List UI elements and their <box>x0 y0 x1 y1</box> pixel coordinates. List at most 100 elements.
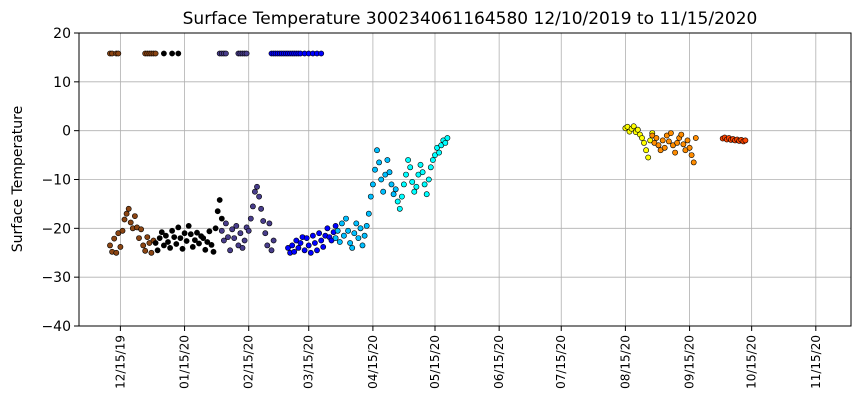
data-point-s5-p24 <box>444 135 451 141</box>
data-point-s2-p15 <box>249 203 256 210</box>
data-point-s1-p3 <box>158 229 165 236</box>
data-point-s6-p6 <box>634 126 641 133</box>
data-point-s7-p6 <box>661 144 668 151</box>
data-point-s2-p24 <box>268 247 275 254</box>
data-point-s0-p25 <box>115 50 122 57</box>
data-point-s2-p34 <box>243 50 250 57</box>
data-point-s5-p12 <box>419 169 426 176</box>
data-point-s2-p16 <box>251 188 258 195</box>
data-point-s7-p21 <box>692 135 699 141</box>
data-point-s7-p14 <box>678 131 685 138</box>
data-point-s1-p32 <box>218 215 225 222</box>
data-point-s2-p8 <box>235 242 242 249</box>
data-point-s2-p25 <box>270 237 277 244</box>
data-point-s5-p1 <box>396 205 403 212</box>
data-point-s1-p1 <box>154 247 161 254</box>
data-point-s5-p5 <box>405 157 411 163</box>
data-point-s1-p18 <box>189 243 196 250</box>
data-point-s6-p8 <box>639 135 645 141</box>
y-tick-label-0: −40 <box>41 319 71 335</box>
data-point-s4-p25 <box>384 157 391 163</box>
data-point-s4-p18 <box>369 181 376 188</box>
data-point-s5-p14 <box>423 191 430 198</box>
data-point-s1-p21 <box>196 240 202 247</box>
data-point-s0-p17 <box>142 247 149 254</box>
data-point-s0-p2 <box>111 235 118 242</box>
data-points <box>107 50 749 256</box>
data-point-s4-p5 <box>343 215 349 222</box>
data-point-s5-p4 <box>403 171 409 178</box>
data-point-s7-p20 <box>690 159 697 166</box>
data-point-s1-p24 <box>202 246 209 253</box>
data-point-s5-p15 <box>425 176 432 183</box>
data-point-s2-p5 <box>229 226 236 233</box>
data-point-s2-p9 <box>237 230 244 237</box>
data-point-s5-p23 <box>442 139 449 146</box>
data-point-s4-p16 <box>365 210 372 217</box>
data-point-s1-p31 <box>216 197 223 203</box>
y-tick-label-1: −30 <box>41 270 71 286</box>
data-point-s1-p28 <box>210 248 217 255</box>
data-point-s1-p33 <box>160 50 167 57</box>
chart-title: Surface Temperature 300234061164580 12/1… <box>183 9 758 29</box>
data-point-s4-p4 <box>340 232 347 239</box>
data-point-s0-p12 <box>131 213 138 219</box>
y-tick-label-6: 20 <box>53 26 71 42</box>
data-point-s4-p27 <box>388 181 395 188</box>
data-point-s2-p19 <box>258 205 264 212</box>
x-tick-label-4: 04/15/20 <box>366 335 380 389</box>
data-point-s4-p9 <box>351 230 358 237</box>
data-point-s0-p16 <box>140 242 147 249</box>
data-point-s3-p8 <box>301 247 308 254</box>
data-point-s6-p10 <box>643 147 649 154</box>
data-point-s2-p1 <box>220 237 227 244</box>
data-point-s0-p31 <box>152 50 159 57</box>
data-point-s4-p14 <box>361 232 368 239</box>
data-point-s0-p6 <box>119 227 126 234</box>
data-point-s1-p20 <box>194 229 200 236</box>
data-point-s0-p14 <box>136 235 142 241</box>
data-point-s2-p11 <box>241 237 248 244</box>
data-point-s2-p17 <box>254 183 260 190</box>
data-point-s3-p12 <box>309 232 316 239</box>
x-tick-label-2: 02/15/20 <box>242 335 256 389</box>
data-point-s0-p7 <box>121 216 128 223</box>
x-tick-label-11: 11/15/20 <box>809 335 823 389</box>
data-point-s2-p21 <box>262 230 269 237</box>
data-point-s3-p19 <box>324 225 331 232</box>
data-point-s0-p18 <box>144 234 151 240</box>
data-point-s4-p29 <box>392 186 399 193</box>
data-point-s5-p20 <box>436 149 442 156</box>
data-point-s4-p12 <box>357 225 364 232</box>
data-point-s1-p16 <box>185 222 192 229</box>
data-point-s1-p10 <box>173 241 180 247</box>
data-point-s1-p14 <box>181 230 188 237</box>
data-point-s0-p0 <box>107 242 113 249</box>
data-point-s3-p10 <box>305 242 312 249</box>
data-point-s0-p8 <box>123 210 130 217</box>
data-point-s7-p19 <box>688 152 695 158</box>
y-axis-label: Surface Temperature <box>10 106 26 252</box>
x-tick-label-8: 08/15/20 <box>618 335 632 389</box>
data-point-s0-p10 <box>127 219 134 226</box>
data-point-s7-p11 <box>672 149 678 156</box>
data-point-s4-p19 <box>372 166 378 173</box>
data-point-s4-p23 <box>380 188 387 195</box>
data-point-s4-p17 <box>367 193 374 200</box>
data-point-s4-p3 <box>338 220 345 227</box>
data-point-s4-p1 <box>334 227 341 234</box>
data-point-s4-p28 <box>390 191 397 198</box>
data-point-s6-p9 <box>641 139 647 146</box>
data-point-s1-p6 <box>165 239 171 245</box>
data-point-s2-p3 <box>225 234 231 240</box>
data-point-s0-p5 <box>117 243 124 250</box>
data-point-s5-p8 <box>411 188 418 195</box>
data-point-s1-p9 <box>171 234 178 240</box>
data-point-s4-p0 <box>332 235 339 241</box>
data-point-s1-p8 <box>169 227 175 234</box>
data-point-s7-p12 <box>674 139 680 146</box>
data-point-s7-p17 <box>684 137 691 144</box>
data-point-s2-p29 <box>222 50 229 57</box>
data-point-s7-p18 <box>686 144 693 151</box>
